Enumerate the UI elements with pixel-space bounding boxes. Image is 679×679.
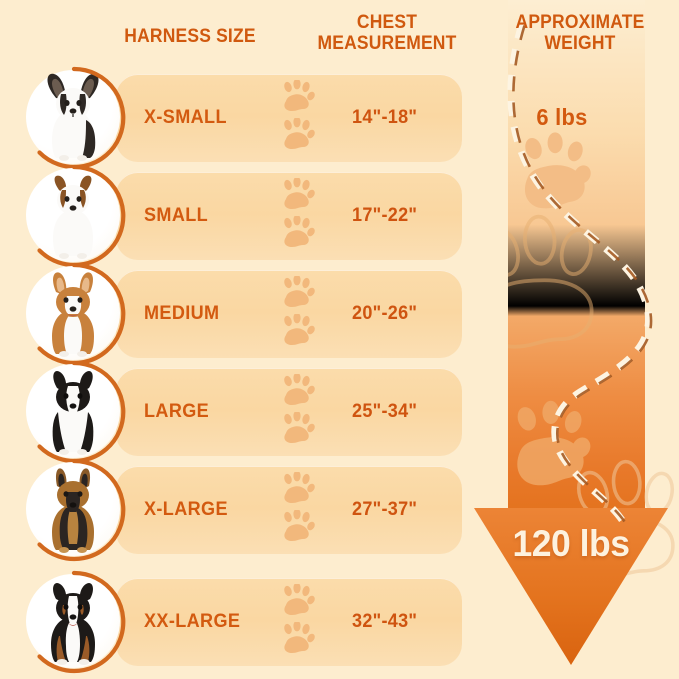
paw-separator xyxy=(276,80,320,156)
dog-photo-jack-russell-terrier xyxy=(53,175,93,259)
dog-photo-papillon xyxy=(47,73,99,161)
medallion-ring xyxy=(37,262,126,366)
paw-print-icon xyxy=(280,510,316,542)
paw-print-icon xyxy=(280,472,316,504)
size-label: SMALL xyxy=(144,205,209,226)
table-row[interactable]: LARGE 25"-34" xyxy=(14,360,462,464)
medallion-ring xyxy=(37,66,126,170)
paw-print-icon xyxy=(280,118,316,150)
size-label: X-SMALL xyxy=(144,107,227,128)
arrow-head xyxy=(474,508,668,665)
paw-separator xyxy=(276,472,320,548)
chest-label: 20"-26" xyxy=(352,303,418,324)
medallion-ring xyxy=(37,570,126,674)
paw-print-icon xyxy=(280,374,316,406)
table-row[interactable]: SMALL 17"-22" xyxy=(14,164,462,268)
paw-separator xyxy=(276,584,320,660)
size-label: MEDIUM xyxy=(144,303,220,324)
chest-label: 17"-22" xyxy=(352,205,418,226)
weight-min-label: 6 lbs xyxy=(536,104,588,130)
dog-medallion xyxy=(22,262,126,366)
dog-medallion xyxy=(22,164,126,268)
paw-print-icon xyxy=(280,80,316,112)
weight-arrow-graphic xyxy=(474,0,675,665)
paw-print-icon xyxy=(280,412,316,444)
size-label: XX-LARGE xyxy=(144,611,241,632)
table-row[interactable]: XX-LARGE 32"-43" xyxy=(14,570,462,674)
decorative-paw-outline-upper xyxy=(508,214,594,349)
paw-print-icon xyxy=(280,276,316,308)
paw-separator xyxy=(276,178,320,254)
paw-print-icon xyxy=(280,622,316,654)
paw-print-icon xyxy=(280,314,316,346)
header-approximate-weight: APPROXIMATE WEIGHT xyxy=(515,12,645,54)
decorative-paw-solid-top xyxy=(524,132,591,209)
paw-print-icon xyxy=(280,584,316,616)
dog-medallion xyxy=(22,458,126,562)
header-chest-measurement: CHEST MEASUREMENT xyxy=(317,12,457,54)
dog-photo-bernese-mountain-dog xyxy=(51,582,95,665)
medallion-ring xyxy=(37,458,126,562)
medallion-ring xyxy=(37,360,126,464)
table-row[interactable]: MEDIUM 20"-26" xyxy=(14,262,462,366)
chest-label: 32"-43" xyxy=(352,611,418,632)
dog-photo-corgi xyxy=(52,272,94,357)
medallion-ring xyxy=(37,164,126,268)
paw-print-icon xyxy=(280,178,316,210)
chest-label: 14"-18" xyxy=(352,107,418,128)
dashed-curve-icon xyxy=(507,22,653,523)
paw-print-icon xyxy=(280,216,316,248)
decorative-paw-solid-mid xyxy=(517,400,591,486)
dog-photo-german-shepherd xyxy=(52,468,94,553)
dog-medallion xyxy=(22,360,126,464)
weight-max-label: 120 lbs xyxy=(512,523,630,564)
paw-separator xyxy=(276,276,320,352)
chest-label: 27"-37" xyxy=(352,499,418,520)
dog-medallion xyxy=(22,570,126,674)
size-label: LARGE xyxy=(144,401,210,422)
dog-medallion xyxy=(22,66,126,170)
dog-photo-border-collie xyxy=(52,370,94,455)
table-row[interactable]: X-LARGE 27"-37" xyxy=(14,458,462,562)
approximate-weight-column xyxy=(462,0,679,679)
header-harness-size: HARNESS SIZE xyxy=(124,26,256,47)
paw-separator xyxy=(276,374,320,450)
table-row[interactable]: X-SMALL 14"-18" xyxy=(14,66,462,170)
size-label: X-LARGE xyxy=(144,499,228,520)
chest-label: 25"-34" xyxy=(352,401,418,422)
